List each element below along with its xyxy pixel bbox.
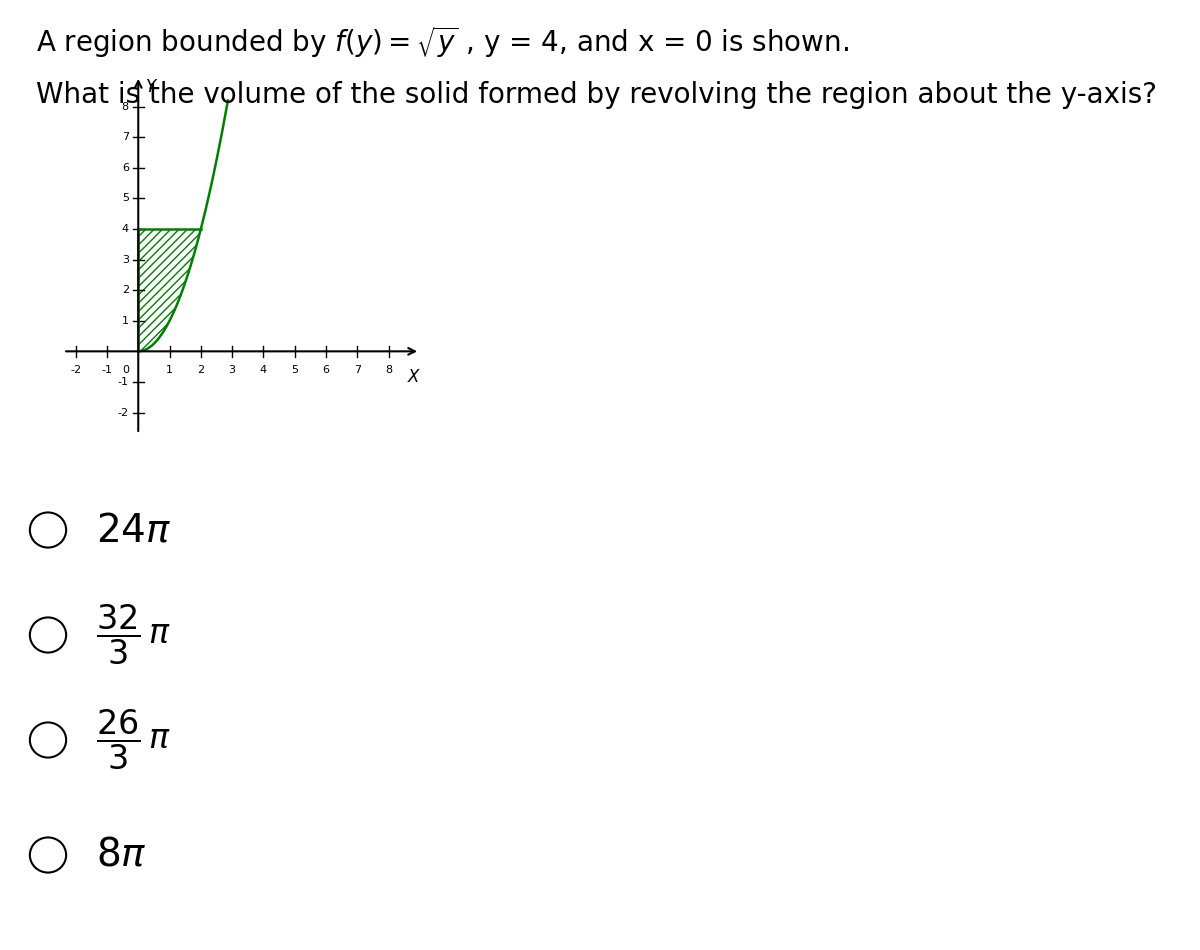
Text: What is the volume of the solid formed by revolving the region about the y-axis?: What is the volume of the solid formed b…	[36, 81, 1157, 108]
Text: 1: 1	[122, 315, 128, 326]
Text: -1: -1	[102, 365, 113, 375]
Text: 6: 6	[122, 162, 128, 173]
Text: 3: 3	[122, 255, 128, 264]
Text: $8\pi$: $8\pi$	[96, 836, 146, 874]
Text: $\dfrac{26}{3}\,\pi$: $\dfrac{26}{3}\,\pi$	[96, 708, 170, 772]
Text: $24\pi$: $24\pi$	[96, 511, 172, 549]
Text: 6: 6	[323, 365, 330, 375]
Text: 5: 5	[292, 365, 299, 375]
Text: 7: 7	[354, 365, 361, 375]
Text: 8: 8	[385, 365, 392, 375]
Text: -2: -2	[118, 408, 128, 418]
Text: -1: -1	[118, 377, 128, 387]
Text: 4: 4	[121, 224, 128, 234]
Text: 8: 8	[121, 102, 128, 111]
Text: $\dfrac{32}{3}\,\pi$: $\dfrac{32}{3}\,\pi$	[96, 603, 170, 667]
Text: 4: 4	[260, 365, 268, 375]
Text: X: X	[408, 369, 420, 386]
Text: -2: -2	[70, 365, 82, 375]
Text: 2: 2	[197, 365, 204, 375]
Text: 5: 5	[122, 194, 128, 203]
Text: Y: Y	[146, 78, 156, 96]
Text: 7: 7	[121, 132, 128, 142]
Text: 3: 3	[229, 365, 235, 375]
Text: 1: 1	[166, 365, 173, 375]
Text: 2: 2	[121, 285, 128, 295]
Text: 0: 0	[122, 365, 128, 375]
Text: A region bounded by $f(y) = \sqrt{y}$ , y = 4, and x = 0 is shown.: A region bounded by $f(y) = \sqrt{y}$ , …	[36, 24, 848, 60]
